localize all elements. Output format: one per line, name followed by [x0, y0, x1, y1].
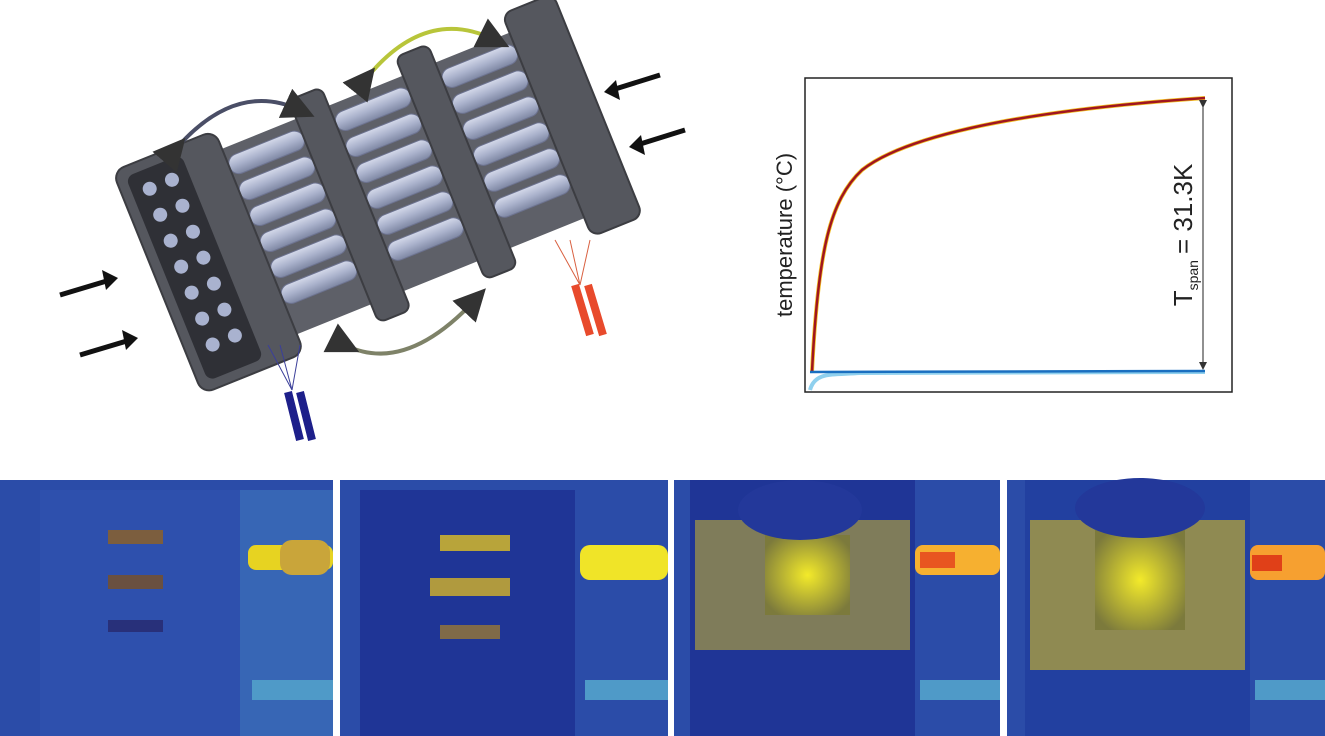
span-symbol: T: [1168, 290, 1198, 306]
thermal-images: [0, 478, 1325, 736]
thermal-image: [0, 480, 333, 736]
y-axis-label: temperature (°C): [772, 153, 797, 317]
span-subscript: span: [1185, 260, 1201, 290]
span-value: = 31.3K: [1168, 163, 1198, 254]
temperature-plot: temperature (°C) Tspan = 31.3K: [772, 78, 1232, 392]
device-diagram: [113, 0, 643, 394]
cold-curve: [810, 371, 1205, 372]
thermal-image: [340, 480, 668, 736]
thermal-image: [1007, 478, 1325, 736]
thermal-image: [674, 480, 1000, 736]
figure: temperature (°C) Tspan = 31.3K: [0, 0, 1325, 736]
figure-canvas: temperature (°C) Tspan = 31.3K: [0, 0, 1325, 736]
